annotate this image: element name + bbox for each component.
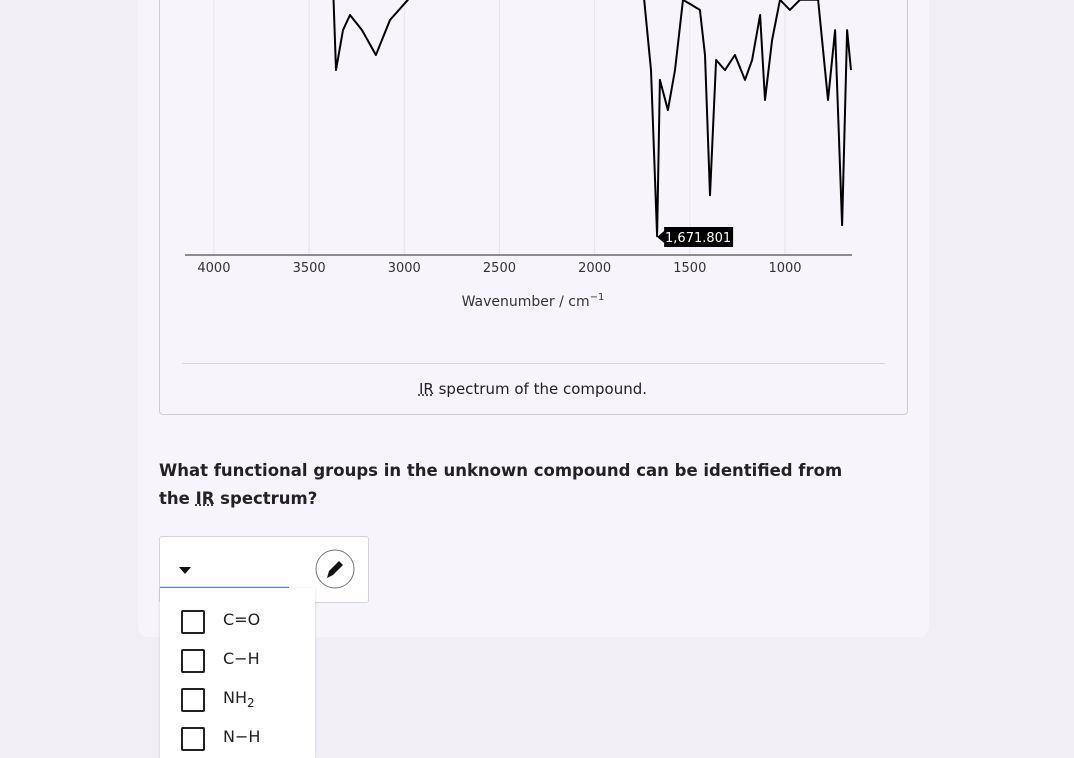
option-text: C−H	[223, 649, 260, 668]
option-text: NH	[223, 688, 247, 707]
dropdown-arrow[interactable]	[179, 567, 191, 574]
dropdown-menu: C=O C−H NH2 N−H	[160, 588, 315, 758]
x-axis-label-text: Wavenumber / cm	[462, 294, 590, 310]
option-text: N−H	[223, 727, 261, 746]
question: What functional groups in the unknown co…	[159, 457, 859, 513]
spectrum-line	[332, 0, 852, 238]
checkbox[interactable]	[181, 610, 205, 634]
x-tick-label: 4000	[197, 261, 230, 276]
tooltip-box	[657, 227, 734, 247]
x-axis-label-sup: −1	[590, 292, 605, 303]
checkbox[interactable]	[181, 649, 205, 673]
x-tick-label: 3000	[388, 261, 421, 276]
caption-abbr: IR	[418, 380, 434, 398]
option-label[interactable]: C−H	[223, 649, 260, 668]
option-sub: 2	[247, 696, 255, 711]
caption: IR spectrum of the compound.	[159, 380, 907, 398]
x-tick-label: 3500	[293, 261, 326, 276]
checkbox[interactable]	[181, 688, 205, 712]
caption-text: spectrum of the compound.	[433, 380, 648, 398]
x-tick-label: 2000	[578, 261, 611, 276]
separator	[182, 363, 885, 364]
question-text: What functional groups in the unknown co…	[159, 461, 843, 508]
option-text: C=O	[223, 610, 261, 629]
controls	[160, 549, 355, 589]
option-label[interactable]: N−H	[223, 727, 260, 746]
option-label[interactable]: NH2	[223, 688, 255, 710]
pencil-icon	[327, 561, 343, 578]
tooltip-label: 1,671.801	[665, 231, 731, 246]
question-abbr: IR	[195, 489, 215, 508]
question-text-end: spectrum?	[214, 489, 318, 508]
option-label[interactable]: C=O	[223, 610, 260, 629]
figure-box	[159, 0, 908, 415]
checkbox[interactable]	[181, 727, 205, 751]
x-tick-label: 1500	[673, 261, 706, 276]
x-axis-label: Wavenumber / cm−1	[462, 292, 605, 310]
chart: Wavenumber / cm−1 4000 3500 3000 2500 2000 15…	[185, 0, 852, 310]
x-tick-label: 2500	[483, 261, 516, 276]
x-tick-label: 1000	[768, 261, 801, 276]
